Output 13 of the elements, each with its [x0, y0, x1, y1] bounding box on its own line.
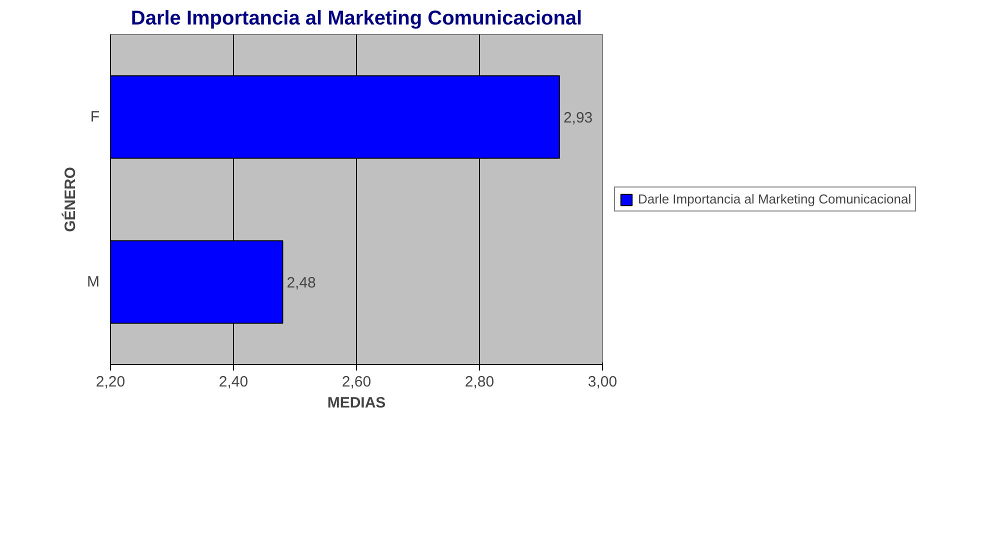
y-axis-title: GÉNERO [61, 166, 80, 232]
x-tick-label: 2,60 [342, 374, 372, 390]
x-tick-label: 2,40 [218, 374, 248, 390]
y-tick-label: F [90, 108, 100, 126]
x-tick-label: 2,20 [96, 374, 126, 390]
data-label: 2,93 [563, 110, 593, 126]
y-tick-label: M [87, 274, 100, 290]
legend-label: Darle Importancia al Marketing Comunicacional [638, 192, 912, 206]
x-tick-label: 3,00 [588, 374, 618, 390]
chart-title: Darle Importancia al Marketing Comunicacional [130, 8, 582, 30]
x-axis-title: MEDIAS [327, 394, 386, 412]
data-label: 2,48 [286, 274, 316, 292]
x-tick-label: 2,80 [464, 374, 494, 390]
